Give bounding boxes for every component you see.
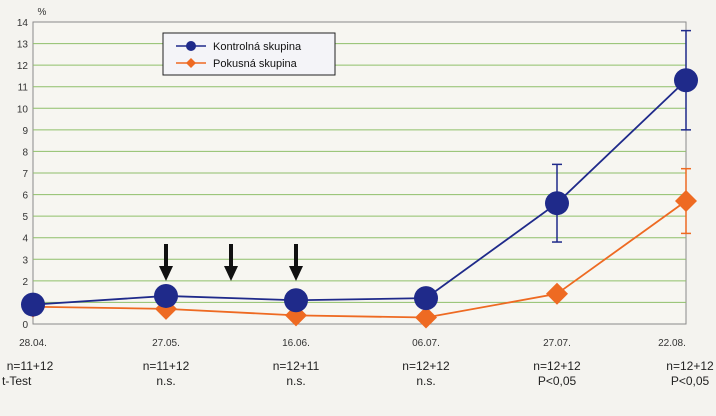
x-tick-label: 28.04. — [19, 338, 47, 349]
y-tick-label: 6 — [22, 191, 28, 202]
test-label: n.s. — [416, 374, 435, 388]
x-tick-label: 16.06. — [282, 338, 310, 349]
legend-label-experimental: Pokusná skupina — [213, 58, 298, 70]
y-tick-label: 10 — [17, 104, 29, 115]
y-tick-label: 4 — [22, 234, 28, 245]
test-label: n.s. — [286, 374, 305, 388]
x-tick-label: 27.05. — [152, 338, 180, 349]
test-label: P<0,05 — [538, 374, 577, 388]
x-tick-label: 27.07. — [543, 338, 571, 349]
arrow-head — [224, 266, 238, 281]
test-label: P<0,05 — [671, 374, 710, 388]
data-point — [674, 68, 698, 93]
test-label: t-Test — [2, 374, 32, 388]
data-point — [545, 191, 569, 216]
legend-marker-control — [186, 41, 196, 51]
y-tick-label: 12 — [17, 61, 29, 72]
y-axis-label: % — [38, 7, 47, 18]
y-tick-label: 9 — [22, 126, 28, 137]
y-tick-label: 8 — [22, 147, 28, 158]
arrows — [159, 244, 303, 281]
legend: Kontrolná skupina Pokusná skupina — [162, 32, 336, 76]
data-point — [21, 292, 45, 317]
y-tick-label: 7 — [22, 169, 28, 180]
y-tick-label: 14 — [17, 18, 29, 29]
legend-box — [162, 32, 336, 76]
y-tick-label: 11 — [18, 83, 29, 94]
y-tick-label: 3 — [22, 255, 28, 266]
test-label: n.s. — [156, 374, 175, 388]
legend-label-control: Kontrolná skupina — [213, 41, 302, 53]
data-point — [675, 190, 697, 213]
grid — [33, 43, 686, 303]
n-label: n=12+11 — [273, 359, 320, 373]
n-label: n=11+12 — [7, 359, 54, 373]
y-tick-label: 13 — [17, 40, 29, 51]
n-label: n=12+12 — [533, 359, 581, 373]
y-tick-label: 2 — [22, 277, 28, 288]
data-point — [546, 282, 568, 305]
n-labels: n=11+12 n=11+12 n=12+11 n=12+12 n=12+12 n=12+… — [7, 359, 714, 373]
x-tick-label: 22.08. — [658, 338, 686, 349]
data-point — [414, 286, 438, 311]
x-tick-label: 06.07. — [412, 338, 440, 349]
data-point — [284, 288, 308, 313]
n-label: n=11+12 — [143, 359, 190, 373]
test-labels: t-Test n.s. n.s. n.s. P<0,05 P<0,05 — [2, 374, 710, 388]
data-point — [415, 306, 437, 329]
data-point — [154, 283, 178, 308]
n-label: n=12+12 — [402, 359, 450, 373]
y-tick-label: 5 — [22, 212, 28, 223]
y-axis-ticks: 01234567891011121314 — [17, 18, 29, 331]
n-label: n=12+12 — [666, 359, 714, 373]
x-axis-labels: 28.04. 27.05. 16.06. 06.07. 27.07. 22.08. — [19, 338, 686, 349]
series-line — [32, 79, 687, 306]
arrow-head — [159, 266, 173, 281]
arrow-head — [289, 266, 303, 281]
series-line — [32, 200, 687, 319]
series-layer — [21, 29, 698, 329]
legend-marker-experimental — [186, 58, 196, 68]
y-tick-label: 0 — [22, 320, 28, 331]
